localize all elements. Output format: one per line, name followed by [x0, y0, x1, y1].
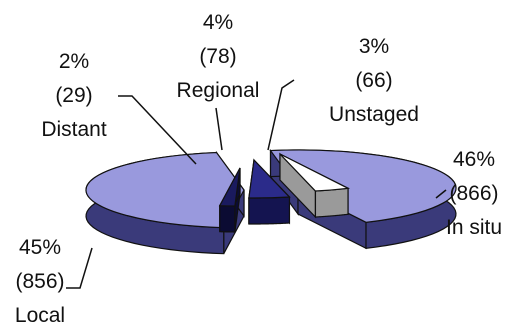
slice-unstaged-rim	[314, 187, 349, 218]
local-count: (856)	[15, 270, 64, 293]
local-percent: 45%	[19, 236, 61, 259]
slice-in-situ-top	[269, 149, 457, 223]
leader-lines	[66, 79, 447, 289]
regional-count: (78)	[199, 45, 236, 68]
slice-unstaged	[279, 152, 351, 219]
slice-regional	[248, 158, 291, 225]
pie-slices	[85, 148, 457, 255]
distant-count: (29)	[55, 84, 92, 107]
distant-percent: 2%	[59, 50, 89, 73]
unstaged-percent: 3%	[359, 35, 389, 58]
slice-regional-rim	[248, 196, 291, 225]
leader-local	[66, 247, 93, 289]
leader-unstaged	[267, 79, 295, 151]
slice-distant-top	[218, 167, 241, 207]
local-name: Local	[15, 304, 65, 327]
slice-label-distant: 2% (29) Distant	[41, 50, 107, 141]
slice-label-unstaged: 3% (66) Unstaged	[329, 35, 419, 126]
in-situ-name: In situ	[446, 216, 502, 239]
unstaged-count: (66)	[355, 69, 392, 92]
regional-percent: 4%	[203, 11, 233, 34]
in-situ-percent: 46%	[453, 148, 495, 171]
slice-local	[85, 150, 245, 255]
slice-regional-top	[248, 158, 291, 199]
regional-name: Regional	[177, 79, 260, 102]
unstaged-name: Unstaged	[329, 103, 419, 126]
slice-distant-rim	[219, 205, 236, 233]
slice-label-in-situ: 46% (866) In situ	[446, 148, 502, 239]
leader-regional	[215, 107, 223, 151]
slice-distant	[218, 167, 241, 233]
slice-label-local: 45% (856) Local	[15, 236, 65, 327]
slice-unstaged-top	[279, 153, 351, 192]
leader-in-situ	[435, 189, 447, 199]
slice-local-top	[85, 151, 245, 229]
slice-label-regional: 4% (78) Regional	[177, 11, 260, 102]
leader-distant	[118, 95, 197, 165]
distant-name: Distant	[41, 118, 107, 141]
in-situ-count: (866)	[449, 182, 498, 205]
